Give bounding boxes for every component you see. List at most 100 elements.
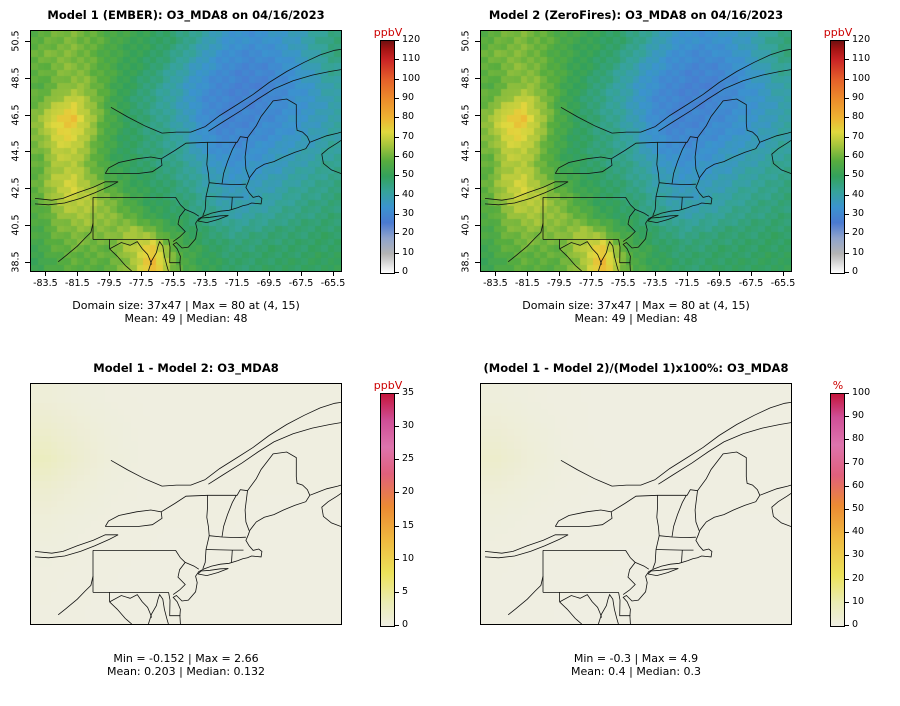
map-boundary-line xyxy=(231,197,233,210)
map-boundary-line xyxy=(57,576,94,616)
colorbar-tick-label: 100 xyxy=(852,72,871,84)
map-boundary-line xyxy=(622,197,636,242)
map-boundary-line xyxy=(321,140,341,174)
map-model2 xyxy=(480,30,792,272)
colorbar-tick-label: 110 xyxy=(852,53,871,65)
map-boundary-line xyxy=(694,137,700,178)
stats-line1: Domain size: 37x47 | Max = 80 at (4, 15) xyxy=(522,299,750,312)
x-axis-tickmark xyxy=(237,272,239,276)
colorbar-tick-label: 10 xyxy=(402,552,415,564)
x-axis-tickmark xyxy=(687,272,689,276)
colorbar-tick-label: 20 xyxy=(852,227,865,239)
map-boundary-line xyxy=(208,69,341,132)
map-boundary-line xyxy=(244,490,250,531)
colorbar-percent-difference: % 0 10 20 30 40 50 60 70 80 90 100 xyxy=(826,379,898,645)
map-boundary-line xyxy=(160,98,311,160)
map-boundary-line xyxy=(205,196,244,198)
panel-model2-o3: Model 2 (ZeroFires): O3_MDA8 on 04/16/20… xyxy=(450,0,900,353)
map-boundary-line xyxy=(168,592,181,617)
map-boundary-line xyxy=(204,49,341,127)
colorbar-tickmark xyxy=(395,426,399,428)
x-tick-label: -67.5 xyxy=(288,278,314,289)
x-axis-tickmark xyxy=(301,272,303,276)
colorbar-tick-label: 70 xyxy=(852,456,865,468)
y-tick-label: 44.5 xyxy=(460,140,472,163)
map-boundary-line xyxy=(148,593,169,624)
map-boundary-line xyxy=(205,549,244,551)
map-boundary-line xyxy=(618,239,631,264)
map-boundary-line xyxy=(208,422,341,485)
map-boundary-line xyxy=(109,248,132,271)
map-boundary-line xyxy=(652,142,660,216)
map-boundary-line xyxy=(209,535,246,539)
colorbar-tickmark xyxy=(395,558,399,560)
colorbar-tickmark xyxy=(395,459,399,461)
colorbar-tickmark xyxy=(395,40,399,41)
map-boundary-line xyxy=(34,181,119,206)
colorbar-tickmark xyxy=(845,233,849,235)
x-tick-label: -77.5 xyxy=(578,278,604,289)
x-tick-label: -81.5 xyxy=(515,278,540,289)
map-boundary-line xyxy=(209,182,246,186)
colorbar-tickmark xyxy=(395,194,399,196)
map-model1 xyxy=(30,30,342,272)
colorbar-gradient xyxy=(830,393,845,627)
map-boundary-line xyxy=(34,534,119,554)
x-axis-tickmark xyxy=(109,272,111,276)
map-boundary-line xyxy=(694,490,700,531)
colorbar-tickmark xyxy=(395,233,399,235)
panel-title-model2: Model 2 (ZeroFires): O3_MDA8 on 04/16/20… xyxy=(488,8,784,22)
map-boundary-line xyxy=(221,495,237,538)
map-boundary-line xyxy=(197,215,229,224)
map-boundary-line xyxy=(110,459,206,487)
map-boundary-line xyxy=(484,181,569,206)
map-boundary-line xyxy=(109,601,132,624)
x-tick-label: -69.5 xyxy=(706,278,732,289)
colorbar-tickmark xyxy=(395,252,399,254)
map-boundary-line xyxy=(172,550,186,595)
x-axis-tickmark xyxy=(45,272,47,276)
colorbar-tickmark xyxy=(395,136,399,138)
y-tick-label: 48.5 xyxy=(460,67,472,89)
colorbar-units-label: % xyxy=(832,379,844,392)
y-tick-label: 38.5 xyxy=(460,251,472,273)
x-tick-label: -73.5 xyxy=(642,278,668,289)
y-tick-label: 42.5 xyxy=(10,177,22,199)
panel-percent-difference: (Model 1 - Model 2)/(Model 1)x100%: O3_M… xyxy=(450,353,900,706)
colorbar-tickmark xyxy=(845,439,849,441)
colorbar-tick-label: 100 xyxy=(852,387,871,398)
map-boundary-line xyxy=(658,69,791,132)
colorbar-tickmark xyxy=(395,272,399,273)
map-boundary-line xyxy=(560,106,656,134)
colorbar-tick-label: 20 xyxy=(402,486,415,498)
colorbar-tick-label: 30 xyxy=(852,208,865,219)
colorbar-tick-label: 60 xyxy=(852,479,865,491)
x-tick-label: -69.5 xyxy=(256,278,282,289)
x-tick-label: -75.5 xyxy=(160,278,186,289)
colorbar-tickmark xyxy=(845,40,849,41)
x-tick-label: -83.5 xyxy=(483,278,508,289)
colorbar-model1: ppbV 0 10 20 30 40 50 60 70 80 90 100 110 120 xyxy=(374,26,448,292)
map-percent-difference xyxy=(480,383,792,625)
map-boundary-line xyxy=(622,550,636,595)
map-boundary-line xyxy=(635,209,650,217)
o3-raster-canvas-model2 xyxy=(481,31,791,271)
colorbar-tick-label: 0 xyxy=(402,619,409,630)
map-boundary-line xyxy=(57,223,94,263)
map-boundary-line xyxy=(231,550,233,563)
map-boundary-line xyxy=(104,156,163,174)
x-tick-label: -75.5 xyxy=(610,278,636,289)
colorbar-tickmark xyxy=(395,156,399,157)
state-boundaries-overlay xyxy=(34,49,341,271)
map-boundary-line xyxy=(654,402,791,480)
map-boundary-line xyxy=(204,402,341,480)
map-boundary-line xyxy=(559,594,602,618)
colorbar-tickmark xyxy=(395,393,399,394)
colorbar-tickmark xyxy=(395,98,399,99)
colorbar-tickmark xyxy=(845,252,849,254)
colorbar-tickmark xyxy=(845,462,849,464)
colorbar-tick-label: 70 xyxy=(402,130,415,142)
colorbar-tick-label: 60 xyxy=(402,150,415,161)
colorbar-units-label: ppbV xyxy=(373,26,403,39)
stats-line1: Domain size: 37x47 | Max = 80 at (4, 15) xyxy=(72,299,300,312)
